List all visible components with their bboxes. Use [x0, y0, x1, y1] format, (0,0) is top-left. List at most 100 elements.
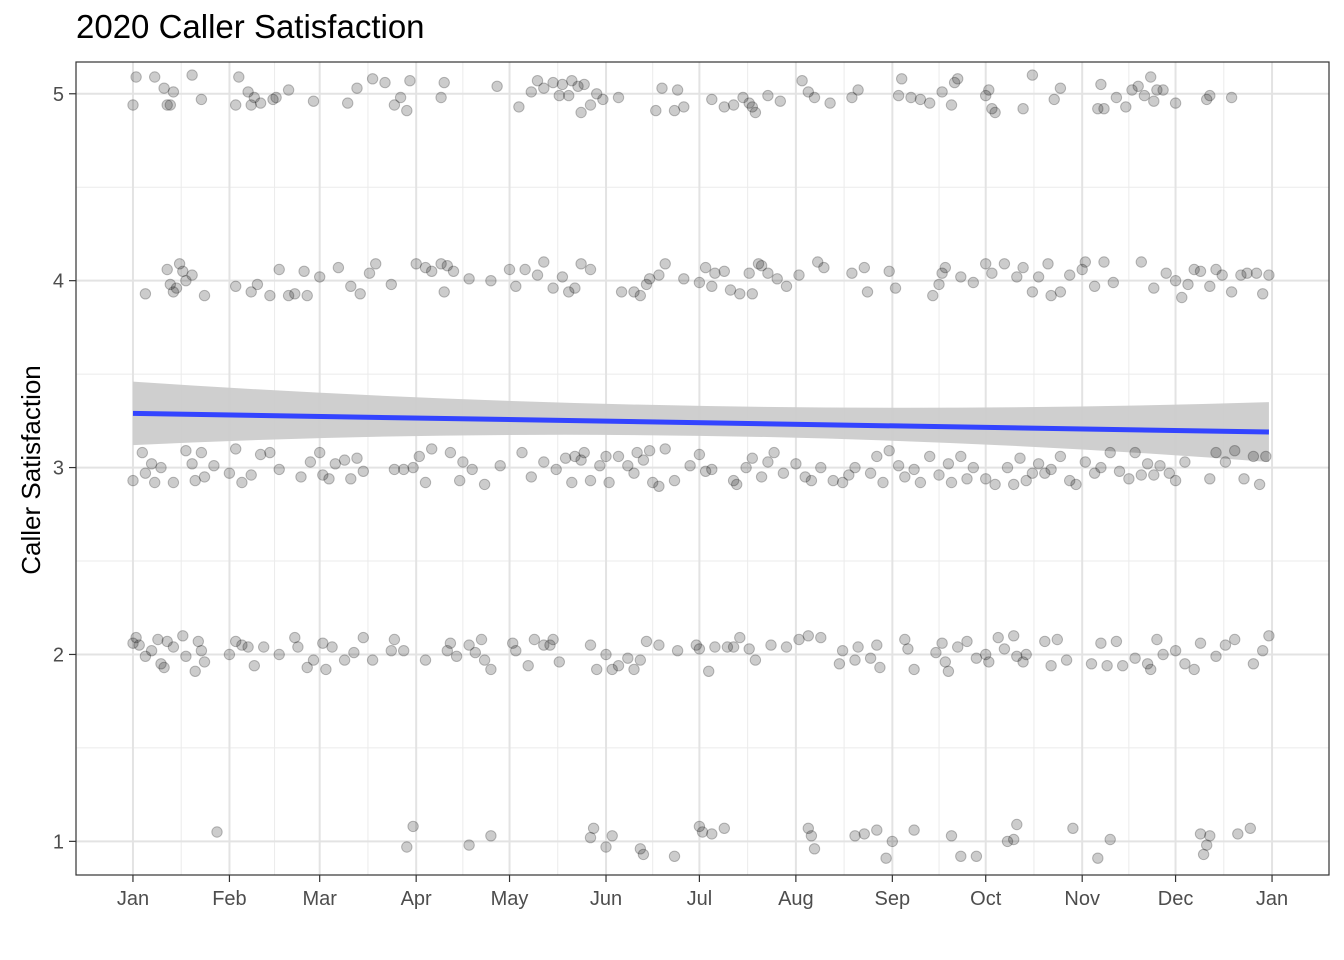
data-point: [525, 86, 537, 98]
data-point: [1054, 450, 1067, 463]
data-point: [438, 286, 450, 298]
data-point: [718, 101, 730, 113]
data-point: [986, 267, 998, 279]
data-point: [690, 639, 702, 651]
x-tick-label: Oct: [970, 888, 1002, 910]
data-point: [718, 822, 730, 834]
data-point: [491, 80, 503, 93]
data-point: [1001, 461, 1014, 474]
data-point: [880, 852, 892, 864]
data-point: [1194, 828, 1207, 840]
data-point: [1135, 469, 1148, 481]
data-point: [556, 271, 569, 283]
data-point: [591, 663, 603, 676]
data-point: [908, 824, 920, 836]
data-point: [332, 261, 345, 274]
data-point: [1032, 458, 1045, 470]
data-point: [584, 99, 597, 111]
data-point: [849, 654, 861, 666]
data-point: [824, 97, 836, 109]
data-point: [836, 476, 849, 489]
data-point: [1088, 280, 1101, 292]
data-point: [1263, 630, 1275, 642]
data-points: [127, 69, 1275, 864]
data-point: [407, 820, 419, 833]
data-point: [936, 637, 948, 649]
data-point: [1216, 269, 1228, 281]
x-tick-label: Aug: [778, 888, 814, 910]
data-point: [342, 97, 354, 109]
data-point: [864, 467, 877, 479]
data-point: [547, 76, 559, 89]
data-point: [637, 848, 650, 861]
data-point: [1110, 91, 1123, 104]
data-point: [167, 641, 180, 653]
data-point: [127, 637, 139, 649]
data-point: [578, 446, 590, 459]
data-point: [264, 289, 276, 302]
data-point: [983, 84, 995, 96]
data-point: [223, 648, 236, 661]
data-point: [1135, 256, 1148, 268]
data-point: [563, 286, 575, 298]
data-point: [1120, 101, 1132, 113]
data-point: [706, 280, 718, 292]
data-point: [584, 263, 597, 276]
data-point: [388, 99, 401, 111]
data-point: [563, 89, 575, 102]
data-point: [130, 71, 142, 83]
data-point: [597, 93, 609, 106]
data-point: [693, 448, 706, 461]
data-point: [1001, 835, 1014, 848]
data-point: [755, 260, 768, 272]
data-point: [631, 446, 643, 459]
data-point: [298, 265, 310, 277]
y-tick-label: 2: [53, 644, 64, 666]
data-point: [942, 458, 955, 470]
data-point: [366, 654, 379, 666]
data-point: [513, 101, 525, 113]
data-point: [706, 828, 718, 840]
data-point: [734, 288, 746, 300]
data-point: [457, 456, 469, 468]
data-point: [948, 76, 961, 89]
data-point: [314, 271, 326, 283]
data-point: [1039, 635, 1051, 648]
panel-border: [75, 61, 1330, 876]
data-point: [980, 89, 992, 102]
data-point: [902, 643, 914, 655]
data-point: [986, 103, 998, 115]
data-point: [575, 106, 587, 119]
data-point: [924, 97, 936, 109]
data-point: [924, 450, 936, 463]
data-point: [1113, 465, 1126, 477]
data-point: [942, 665, 955, 677]
data-point: [696, 826, 709, 838]
data-point: [1092, 103, 1104, 115]
data-point: [1014, 452, 1026, 464]
data-point: [510, 645, 522, 657]
data-point: [149, 71, 161, 83]
data-point: [398, 645, 410, 657]
data-point: [1145, 71, 1157, 83]
data-point: [743, 643, 755, 655]
data-point: [1263, 269, 1275, 281]
data-point: [326, 641, 338, 653]
data-point: [892, 460, 905, 472]
data-point: [130, 631, 142, 644]
data-point: [1204, 830, 1216, 842]
data-point: [282, 84, 295, 96]
data-point: [211, 826, 223, 838]
data-point: [295, 471, 307, 483]
data-point: [743, 97, 755, 109]
data-point: [967, 276, 979, 289]
data-point: [248, 660, 261, 672]
data-point: [1101, 660, 1113, 672]
data-point: [1154, 460, 1166, 472]
data-point: [721, 641, 734, 653]
data-point: [1076, 263, 1088, 276]
data-point: [180, 650, 192, 662]
data-point: [734, 631, 746, 644]
data-point: [145, 645, 158, 657]
